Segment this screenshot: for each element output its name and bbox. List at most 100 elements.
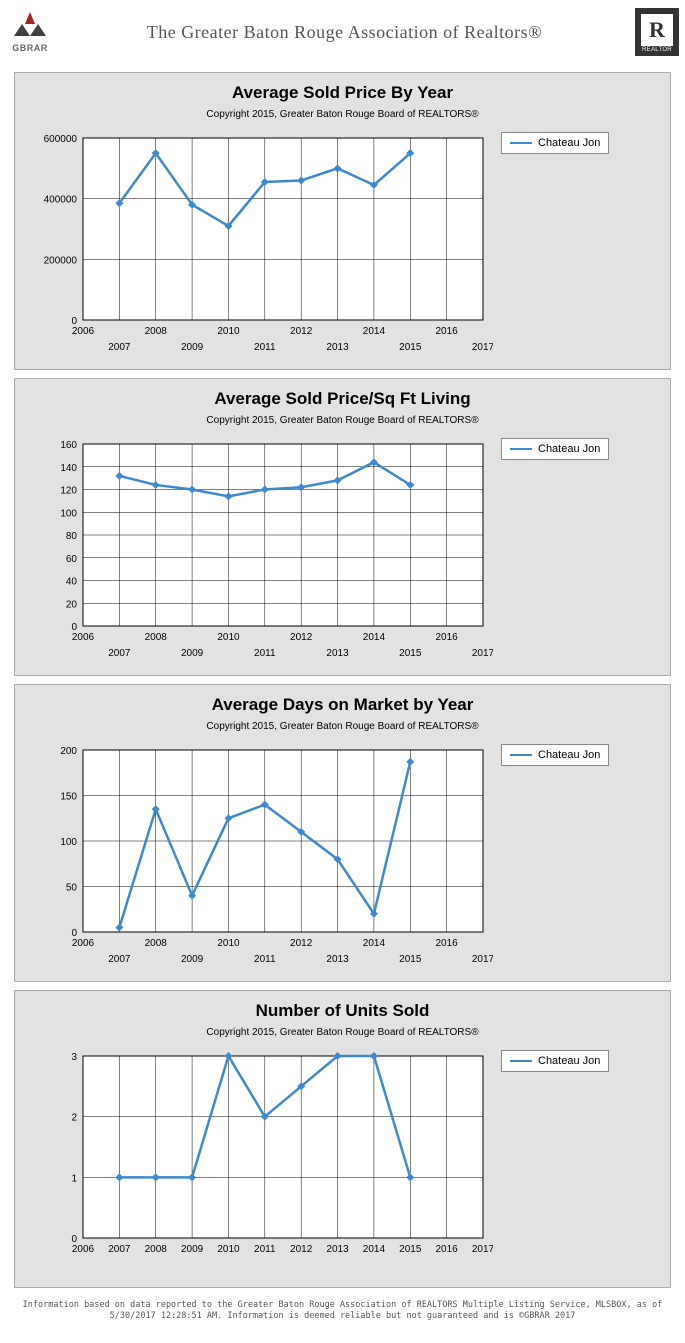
svg-text:2010: 2010: [217, 938, 240, 949]
footer-line1: Information based on data reported to th…: [23, 1300, 663, 1310]
svg-text:80: 80: [66, 531, 78, 542]
chart-copyright: Copyright 2015, Greater Baton Rouge Boar…: [23, 415, 662, 426]
svg-text:3: 3: [71, 1052, 77, 1063]
svg-text:2017: 2017: [472, 1244, 493, 1255]
svg-text:1: 1: [71, 1173, 77, 1184]
svg-text:2015: 2015: [399, 954, 422, 965]
chart-days-market: Average Days on Market by Year Copyright …: [14, 684, 671, 982]
chart-legend: Chateau Jon: [501, 744, 609, 766]
svg-text:2011: 2011: [254, 648, 276, 659]
svg-text:2006: 2006: [72, 326, 95, 337]
chart-title: Average Sold Price By Year: [23, 83, 662, 103]
chart-price-sqft: Average Sold Price/Sq Ft Living Copyright…: [14, 378, 671, 676]
svg-text:2017: 2017: [472, 342, 493, 353]
footer-disclaimer: Information based on data reported to th…: [0, 1296, 685, 1330]
chart-title: Number of Units Sold: [23, 1001, 662, 1021]
org-title: The Greater Baton Rouge Association of R…: [62, 22, 627, 43]
svg-text:120: 120: [60, 486, 77, 497]
chart-title: Average Days on Market by Year: [23, 695, 662, 715]
legend-line-icon: [510, 142, 532, 144]
svg-text:2006: 2006: [72, 632, 95, 643]
gbrar-label: GBRAR: [12, 43, 48, 53]
legend-label: Chateau Jon: [538, 1055, 600, 1067]
svg-text:2015: 2015: [399, 342, 422, 353]
svg-text:2014: 2014: [363, 326, 386, 337]
svg-text:2013: 2013: [326, 1244, 349, 1255]
chart-plot: 0204060801001201401602006200820102012201…: [23, 434, 493, 669]
svg-text:2015: 2015: [399, 1244, 422, 1255]
svg-text:2017: 2017: [472, 954, 493, 965]
chart-units-sold: Number of Units Sold Copyright 2015, Grea…: [14, 990, 671, 1288]
realtor-label: REALTOR: [642, 47, 672, 53]
legend-line-icon: [510, 754, 532, 756]
svg-text:2006: 2006: [72, 938, 95, 949]
chart-legend: Chateau Jon: [501, 1050, 609, 1072]
gbrar-logo: GBRAR: [6, 10, 54, 54]
chart-legend: Chateau Jon: [501, 438, 609, 460]
svg-text:2009: 2009: [181, 342, 204, 353]
svg-text:2016: 2016: [436, 1244, 459, 1255]
svg-text:2009: 2009: [181, 954, 204, 965]
realtor-logo: R REALTOR: [635, 8, 679, 56]
page-header: GBRAR The Greater Baton Rouge Associatio…: [0, 0, 685, 64]
svg-text:2009: 2009: [181, 1244, 204, 1255]
legend-line-icon: [510, 1060, 532, 1062]
svg-text:2006: 2006: [72, 1244, 95, 1255]
svg-text:400000: 400000: [44, 195, 78, 206]
svg-text:2015: 2015: [399, 648, 422, 659]
footer-line2: 5/30/2017 12:28:51 AM. Information is de…: [110, 1311, 576, 1321]
svg-text:160: 160: [60, 440, 77, 451]
svg-text:2012: 2012: [290, 326, 313, 337]
svg-text:2007: 2007: [108, 648, 131, 659]
svg-text:2007: 2007: [108, 342, 131, 353]
legend-line-icon: [510, 448, 532, 450]
svg-text:2009: 2009: [181, 648, 204, 659]
svg-text:2014: 2014: [363, 1244, 386, 1255]
svg-text:150: 150: [60, 792, 77, 803]
svg-text:2010: 2010: [217, 632, 240, 643]
chart-avg-price: Average Sold Price By Year Copyright 2015…: [14, 72, 671, 370]
svg-text:2008: 2008: [145, 938, 168, 949]
svg-text:200000: 200000: [44, 255, 78, 266]
svg-text:2008: 2008: [145, 326, 168, 337]
chart-copyright: Copyright 2015, Greater Baton Rouge Boar…: [23, 1027, 662, 1038]
svg-text:2016: 2016: [436, 938, 459, 949]
legend-label: Chateau Jon: [538, 749, 600, 761]
svg-text:2017: 2017: [472, 648, 493, 659]
svg-text:2013: 2013: [326, 342, 349, 353]
svg-text:600000: 600000: [44, 134, 78, 145]
svg-text:2012: 2012: [290, 1244, 313, 1255]
svg-text:2011: 2011: [254, 1244, 276, 1255]
svg-text:2: 2: [71, 1113, 77, 1124]
svg-text:2014: 2014: [363, 938, 386, 949]
chart-copyright: Copyright 2015, Greater Baton Rouge Boar…: [23, 109, 662, 120]
svg-text:2012: 2012: [290, 632, 313, 643]
chart-plot: 0123200620072008200920102011201220132014…: [23, 1046, 493, 1281]
chart-copyright: Copyright 2015, Greater Baton Rouge Boar…: [23, 721, 662, 732]
svg-text:2010: 2010: [217, 326, 240, 337]
svg-text:2008: 2008: [145, 1244, 168, 1255]
chart-plot: 0200000400000600000200620082010201220142…: [23, 128, 493, 363]
svg-text:100: 100: [60, 837, 77, 848]
svg-text:2016: 2016: [436, 632, 459, 643]
svg-text:2014: 2014: [363, 632, 386, 643]
svg-text:2012: 2012: [290, 938, 313, 949]
chart-plot: 0501001502002006200820102012201420162007…: [23, 740, 493, 975]
legend-label: Chateau Jon: [538, 137, 600, 149]
svg-text:200: 200: [60, 746, 77, 757]
legend-label: Chateau Jon: [538, 443, 600, 455]
chart-legend: Chateau Jon: [501, 132, 609, 154]
svg-text:2007: 2007: [108, 1244, 131, 1255]
svg-text:100: 100: [60, 508, 77, 519]
svg-text:2007: 2007: [108, 954, 131, 965]
chart-title: Average Sold Price/Sq Ft Living: [23, 389, 662, 409]
svg-text:40: 40: [66, 577, 78, 588]
svg-text:2016: 2016: [436, 326, 459, 337]
svg-text:2011: 2011: [254, 954, 276, 965]
svg-text:2008: 2008: [145, 632, 168, 643]
svg-text:60: 60: [66, 554, 78, 565]
svg-text:20: 20: [66, 599, 78, 610]
svg-text:140: 140: [60, 463, 77, 474]
svg-text:2011: 2011: [254, 342, 276, 353]
svg-text:2010: 2010: [217, 1244, 240, 1255]
